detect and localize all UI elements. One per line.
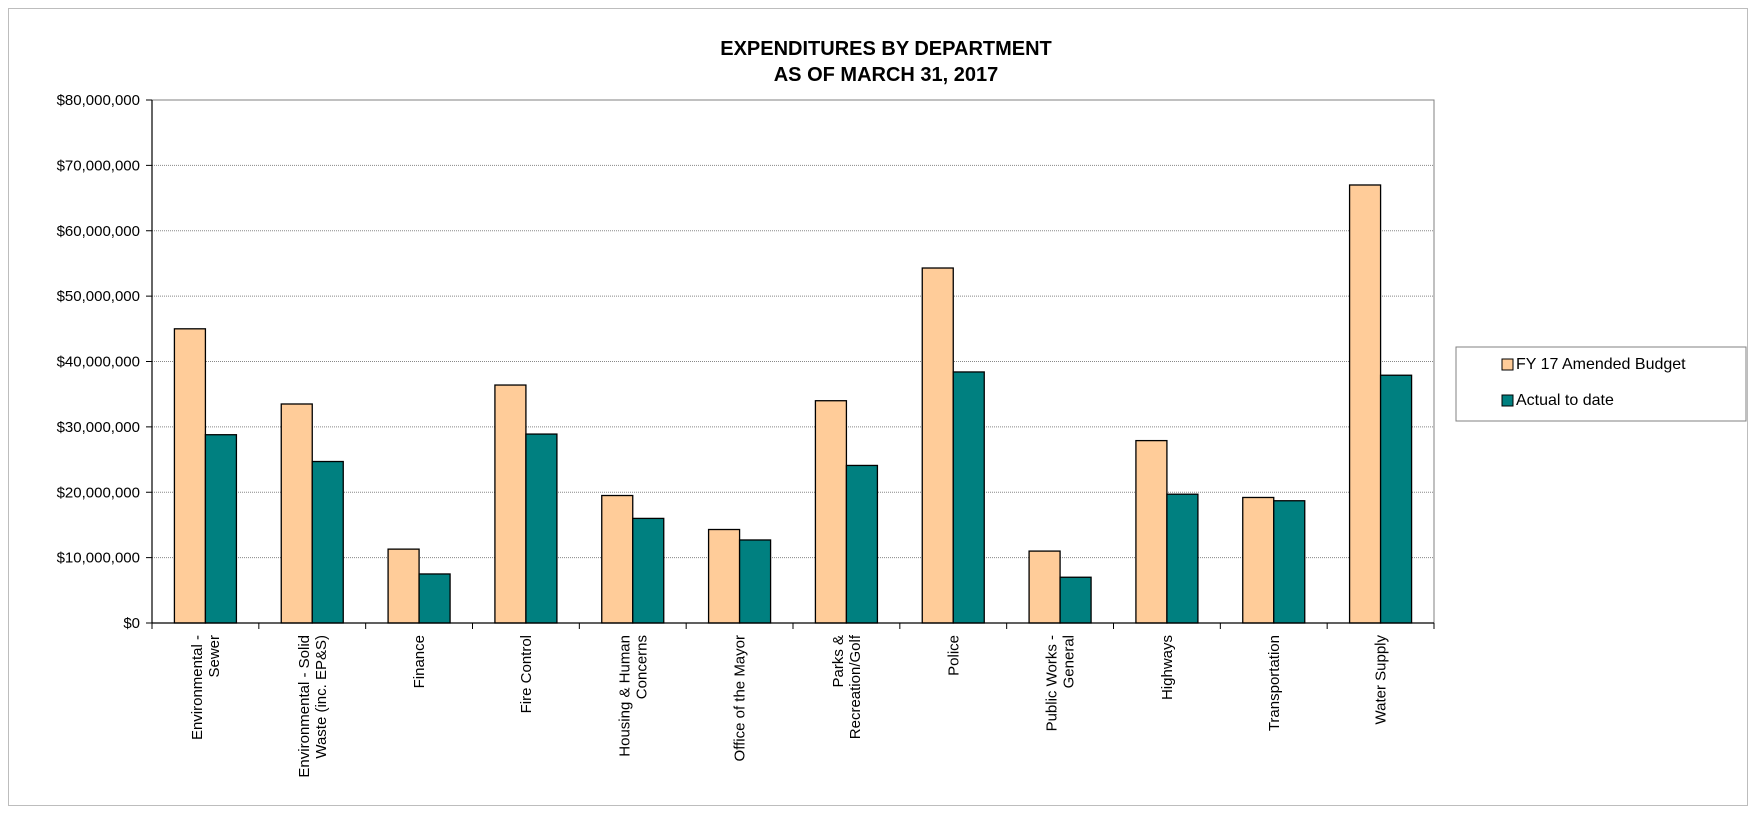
x-tick-label: Environmental - xyxy=(189,635,206,740)
bar-budget xyxy=(173,328,207,624)
bar-budget xyxy=(601,494,634,624)
chart-title-line: AS OF MARCH 31, 2017 xyxy=(774,64,999,86)
x-tick-label: Transportation xyxy=(1266,635,1283,731)
bar-actual xyxy=(632,517,665,624)
gridlines xyxy=(152,100,1434,623)
bar-budget xyxy=(814,400,848,624)
legend-label: FY 17 Amended Budget xyxy=(1516,356,1686,373)
x-tick-label: General xyxy=(1061,635,1078,688)
bar-actual xyxy=(952,371,985,624)
bar-budget xyxy=(1135,439,1168,624)
x-tick-label: Office of the Mayor xyxy=(732,635,749,761)
legend-label: Actual to date xyxy=(1516,392,1614,409)
bar-budget xyxy=(921,267,954,624)
x-tick-label: Housing & Human xyxy=(616,635,633,757)
bars xyxy=(173,184,1413,624)
bar-actual xyxy=(204,434,238,624)
bar-actual xyxy=(1273,500,1306,624)
x-tick-label: Sewer xyxy=(206,635,223,678)
y-axis: $0 $10,000,000 $20,000,000 $30,000,000 $40,0… xyxy=(57,92,153,632)
bar-budget xyxy=(494,384,527,624)
bar-actual xyxy=(1379,374,1413,624)
x-axis: Environmental - Sewer Environmental - Soli… xyxy=(151,622,1435,778)
y-tick-label: $20,000,000 xyxy=(57,484,140,501)
y-tick-label: $70,000,000 xyxy=(57,157,140,174)
x-tick-label: Public Works - xyxy=(1044,635,1061,731)
legend-swatch xyxy=(1501,394,1514,407)
bar-actual xyxy=(525,433,558,624)
bar-budget xyxy=(1028,550,1061,624)
x-tick-label: Water Supply xyxy=(1373,635,1390,725)
legend: FY 17 Amended Budget Actual to date xyxy=(1455,346,1747,422)
y-tick-label: $40,000,000 xyxy=(57,354,140,371)
bar-actual xyxy=(418,573,451,624)
bar-budget xyxy=(1242,496,1275,624)
x-tick-label: Fire Control xyxy=(518,635,535,713)
x-tick-label: Recreation/Golf xyxy=(847,634,864,739)
x-tick-label: Waste (inc. EP&S) xyxy=(313,635,330,759)
bar-actual xyxy=(845,464,879,624)
bar-actual xyxy=(1059,576,1092,624)
chart-title: EXPENDITURES BY DEPARTMENT AS OF MARCH 31… xyxy=(720,38,1052,86)
x-tick-label: Police xyxy=(945,635,962,676)
x-tick-label: Finance xyxy=(411,635,428,688)
bar-actual xyxy=(738,539,772,624)
y-tick-label: $50,000,000 xyxy=(57,288,140,305)
x-tick-label: Environmental - Solid xyxy=(296,635,313,778)
bar-budget xyxy=(387,548,420,624)
legend-swatch xyxy=(1501,358,1514,371)
bar-budget xyxy=(280,403,313,624)
bar-budget xyxy=(1348,184,1382,624)
y-tick-label: $10,000,000 xyxy=(57,550,140,567)
y-tick-label: $60,000,000 xyxy=(57,223,140,240)
chart-title-line: EXPENDITURES BY DEPARTMENT xyxy=(720,38,1052,60)
y-tick-label: $80,000,000 xyxy=(57,92,140,109)
x-tick-label: Concerns xyxy=(633,635,650,699)
x-tick-label: Parks & xyxy=(830,635,847,688)
bar-actual xyxy=(311,460,344,624)
x-tick-label: Highways xyxy=(1159,635,1176,700)
y-tick-label: $30,000,000 xyxy=(57,419,140,436)
y-tick-label: $0 xyxy=(123,615,140,632)
bar-actual xyxy=(1166,493,1199,624)
bar-budget xyxy=(707,528,741,624)
